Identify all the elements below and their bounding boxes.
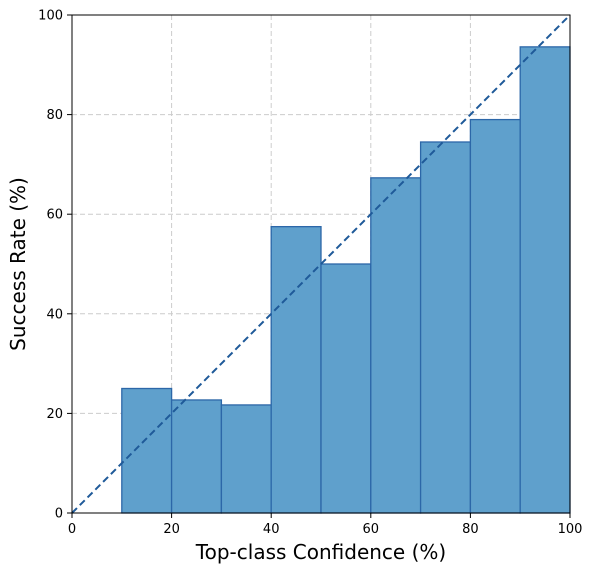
bar bbox=[519, 46, 571, 514]
bar bbox=[320, 263, 372, 514]
bar bbox=[220, 404, 272, 514]
x-tick-label: 20 bbox=[163, 522, 180, 537]
bar bbox=[170, 399, 223, 514]
x-tick-label: 0 bbox=[68, 522, 76, 537]
y-tick-label: 40 bbox=[46, 307, 63, 322]
bar bbox=[270, 225, 322, 514]
x-axis-label: Top-class Confidence (%) bbox=[195, 540, 446, 564]
bar bbox=[121, 387, 173, 514]
x-tick-label: 60 bbox=[363, 522, 380, 537]
y-tick-label: 20 bbox=[46, 407, 63, 422]
plot-frame bbox=[71, 14, 571, 514]
x-tick-label: 80 bbox=[462, 522, 479, 537]
y-tick-label: 0 bbox=[55, 507, 63, 522]
perfect-calibration-line bbox=[71, 14, 571, 514]
bar bbox=[370, 177, 422, 514]
x-tick-label: 40 bbox=[263, 522, 280, 537]
y-tick-label: 60 bbox=[46, 208, 63, 223]
x-tick-label: 100 bbox=[558, 522, 583, 537]
y-tick-label: 80 bbox=[46, 108, 63, 123]
bar bbox=[419, 141, 472, 514]
y-axis-label: Success Rate (%) bbox=[6, 177, 30, 351]
axis-ticks: 0 20 40 60 80 100 0 20 40 60 80 100 bbox=[38, 9, 582, 538]
bar bbox=[469, 118, 521, 514]
y-tick-label: 100 bbox=[38, 9, 63, 24]
bars bbox=[121, 46, 571, 514]
